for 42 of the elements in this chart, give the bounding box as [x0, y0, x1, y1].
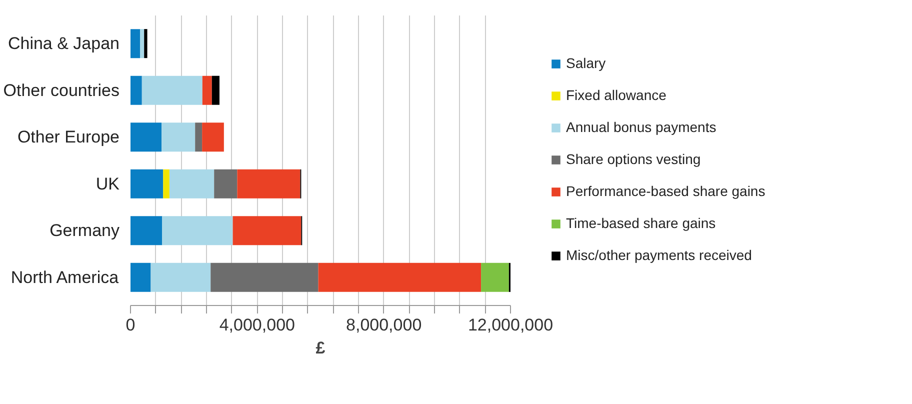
y-tick-label: Other Europe — [17, 128, 120, 147]
bar — [214, 169, 238, 198]
bar — [142, 76, 202, 105]
bar — [130, 29, 140, 58]
bar — [150, 262, 211, 292]
bar — [169, 169, 214, 198]
y-tick-label: Other countries — [3, 80, 120, 100]
bar — [140, 29, 144, 58]
legend-label: Fixed allowance — [566, 87, 668, 103]
legend-label: Share options vesting — [566, 151, 702, 167]
bar — [130, 216, 162, 246]
legend-label: Misc/other payments received — [566, 247, 753, 263]
bar — [232, 216, 302, 246]
bar — [130, 76, 142, 105]
x-tick-label: 0 — [126, 316, 136, 334]
legend-label: Salary — [566, 55, 607, 71]
bar — [130, 169, 164, 198]
y-tick-label: UK — [96, 174, 120, 194]
bar — [130, 262, 151, 292]
x-tick-label: 8,000,000 — [346, 316, 422, 334]
bar — [163, 169, 170, 198]
y-tick-label: China & Japan — [8, 34, 120, 54]
bar — [202, 76, 212, 105]
legend-label: Performance-based share gains — [566, 183, 766, 199]
bar — [237, 169, 300, 198]
bar — [162, 122, 196, 152]
bar — [144, 29, 148, 58]
x-tick-label: 4,000,000 — [219, 316, 295, 334]
y-tick-label: North America — [10, 268, 120, 287]
bar — [318, 262, 482, 292]
legend-label: Time-based share gains — [566, 215, 717, 231]
bar — [202, 122, 224, 152]
bar — [162, 216, 233, 246]
legend-label: Annual bonus payments — [566, 119, 718, 135]
x-tick-label: 12,000,000 — [468, 316, 554, 334]
bar — [130, 122, 162, 152]
x-axis-title: £ — [316, 338, 326, 358]
y-tick-label: Germany — [50, 221, 120, 240]
bar — [481, 262, 509, 292]
bar — [212, 76, 220, 105]
bar — [210, 262, 318, 292]
bar — [195, 122, 202, 152]
